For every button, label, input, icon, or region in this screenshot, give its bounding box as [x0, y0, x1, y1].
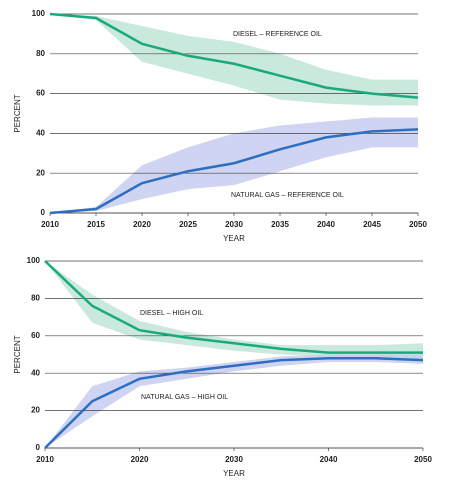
y-tick-label: 40	[31, 368, 40, 377]
x-tick-label: 2020	[133, 220, 151, 229]
series-line	[49, 128, 419, 215]
x-tick-label: 2045	[363, 220, 381, 229]
y-tick-label: 0	[41, 208, 46, 217]
x-tick-label: 2010	[41, 220, 59, 229]
x-tick-label: 2030	[225, 455, 243, 464]
x-tick-label: 2015	[87, 220, 105, 229]
y-tick-label: 80	[36, 49, 45, 58]
y-tick-label: 0	[36, 443, 41, 452]
x-tick-label: 2040	[320, 455, 338, 464]
y-tick-label: 100	[32, 9, 46, 18]
x-tick-label: 2035	[271, 220, 289, 229]
x-tick-label: 2025	[179, 220, 197, 229]
x-tick-label: 2050	[409, 220, 427, 229]
uncertainty-band	[50, 14, 418, 106]
series-line	[49, 12, 419, 99]
y-tick-label: 80	[31, 294, 40, 303]
y-tick-label: 100	[27, 256, 41, 265]
uncertainty-band	[45, 261, 423, 361]
series-label: DIESEL – REFERENCE OIL	[233, 31, 322, 38]
y-tick-label: 20	[31, 406, 40, 415]
y-tick-label: 20	[36, 168, 45, 177]
x-axis-title: YEAR	[223, 469, 245, 478]
uncertainty-band	[45, 354, 423, 448]
x-tick-label: 2030	[225, 220, 243, 229]
x-tick-label: 2040	[317, 220, 335, 229]
series-label: NATURAL GAS – HIGH OIL	[141, 394, 228, 401]
series-line	[44, 356, 424, 449]
series-label: NATURAL GAS – REFERENCE OIL	[231, 192, 344, 199]
y-tick-label: 40	[36, 129, 45, 138]
series-line	[44, 260, 423, 354]
x-axis-title: YEAR	[223, 234, 245, 243]
y-axis-title: PERCENT	[13, 94, 22, 132]
series-label: DIESEL – HIGH OIL	[140, 310, 203, 317]
x-tick-label: 2050	[414, 455, 432, 464]
x-tick-label: 2010	[36, 455, 54, 464]
y-axis-title: PERCENT	[13, 335, 22, 373]
uncertainty-band	[50, 117, 418, 213]
plot	[50, 14, 418, 213]
x-tick-label: 2020	[131, 455, 149, 464]
y-tick-label: 60	[31, 331, 40, 340]
y-tick-label: 60	[36, 89, 45, 98]
plot	[45, 261, 423, 448]
